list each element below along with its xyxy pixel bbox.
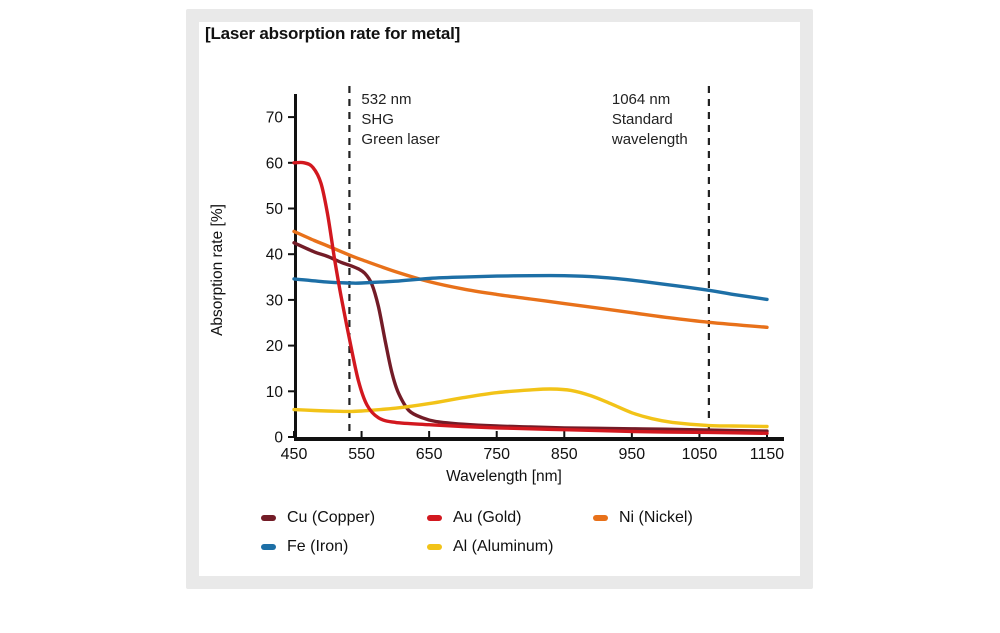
legend-marker-al [427,544,442,550]
y-tick-label: 50 [266,201,284,218]
chart-title: [Laser absorption rate for metal] [205,24,461,43]
plot-lines [292,160,769,435]
annotation-text: SHG [361,111,394,128]
annotation-text: 532 nm [361,91,411,108]
y-tick-label: 0 [274,430,283,447]
series-line-ni [292,229,769,329]
x-tick-label: 550 [348,446,375,463]
legend-item-fe: Fe (Iron) [261,538,427,556]
chart-axes: 450 550 650 750 850 950 1050 1150 0 10 20 30 40 50 60 7… [266,94,785,463]
series-line-al [292,387,769,429]
legend-marker-fe [261,544,276,550]
legend-item-au: Au (Gold) [427,509,593,527]
absorption-rate-chart: 450 550 650 750 850 950 1050 1150 0 10 20 30 40 50 60 7… [209,86,785,485]
series-line-au [292,160,769,435]
y-tick-label: 70 [266,110,284,127]
y-tick-label: 40 [266,247,284,264]
y-tick-label: 20 [266,338,284,355]
legend-item-cu: Cu (Copper) [261,509,427,527]
x-tick-label: 1050 [682,446,718,463]
annotation-text: 1064 nm [612,91,670,108]
legend: Cu (Copper) Au (Gold) Ni (Nickel) Fe (Ir… [261,509,693,556]
legend-label-ni: Ni (Nickel) [619,509,693,526]
series-line-fe [292,273,769,302]
x-tick-label: 650 [416,446,443,463]
y-tick-label: 30 [266,292,284,309]
legend-marker-ni [593,515,608,521]
legend-item-al: Al (Aluminum) [427,538,593,556]
x-tick-label: 850 [551,446,578,463]
legend-label-fe: Fe (Iron) [287,538,349,555]
x-axis-label: Wavelength [nm] [446,468,562,485]
chart-annotations: 532 nm SHG Green laser 1064 nm Standard wavel… [348,86,710,437]
legend-label-al: Al (Aluminum) [453,538,554,555]
annotation-text: Green laser [361,131,439,148]
x-tick-label: 1150 [750,446,785,463]
annotation-text: Standard [612,111,673,128]
annotation-text: wavelength [611,131,688,148]
legend-label-cu: Cu (Copper) [287,509,376,526]
x-tick-label: 750 [483,446,510,463]
y-tick-label: 60 [266,155,284,172]
y-axis-label: Absorption rate [%] [209,204,226,336]
x-tick-label: 950 [619,446,646,463]
chart-card: [Laser absorption rate for metal] 450 550… [199,22,800,576]
legend-label-au: Au (Gold) [453,509,522,526]
series-line-cu [292,241,769,433]
legend-marker-cu [261,515,276,521]
chart-panel: [Laser absorption rate for metal] 450 550… [186,9,813,589]
legend-item-ni: Ni (Nickel) [593,509,693,527]
x-tick-label: 450 [281,446,308,463]
legend-marker-au [427,515,442,521]
y-tick-label: 10 [266,384,284,401]
